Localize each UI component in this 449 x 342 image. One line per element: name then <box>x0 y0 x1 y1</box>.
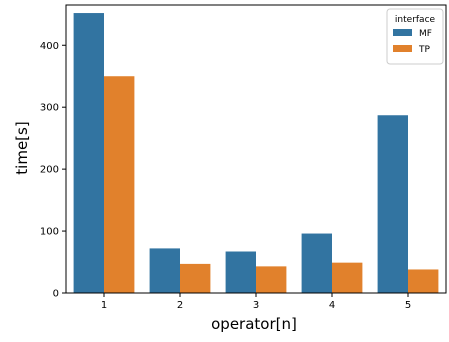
y-tick-label: 400 <box>40 41 59 52</box>
y-tick-label: 300 <box>40 103 59 114</box>
x-axis-label: operator[n] <box>211 315 297 333</box>
bar-tp-1 <box>104 76 135 294</box>
bar-mf-2 <box>149 248 180 293</box>
legend: interface MF TP <box>386 8 444 65</box>
legend-title: interface <box>395 15 436 25</box>
bar-mf-3 <box>225 251 256 293</box>
bar-tp-4 <box>332 262 363 293</box>
legend-swatch-tp <box>393 45 412 52</box>
legend-label-mf: MF <box>419 29 432 39</box>
bar-mf-1 <box>73 13 104 294</box>
bar-tp-5 <box>408 269 439 293</box>
axes-layer: 1 2 3 4 5 0 100 200 300 400 <box>40 4 447 311</box>
bar-mf-5 <box>377 115 408 293</box>
x-tick-label: 1 <box>101 300 107 311</box>
plot-frame <box>65 4 447 294</box>
legend-swatch-mf <box>393 29 412 36</box>
legend-label-tp: TP <box>418 45 430 55</box>
y-axis-label: time[s] <box>13 121 31 174</box>
bars-layer <box>73 13 439 294</box>
x-tick-label: 4 <box>329 300 335 311</box>
y-tick-label: 200 <box>40 165 59 176</box>
x-tick-label: 2 <box>177 300 183 311</box>
bar-tp-3 <box>256 266 287 293</box>
bar-tp-2 <box>180 263 211 293</box>
y-tick-label: 100 <box>40 227 59 238</box>
y-tick-label: 0 <box>53 289 59 300</box>
x-tick-label: 3 <box>253 300 259 311</box>
x-tick-label: 5 <box>405 300 411 311</box>
bar-mf-4 <box>301 233 332 293</box>
